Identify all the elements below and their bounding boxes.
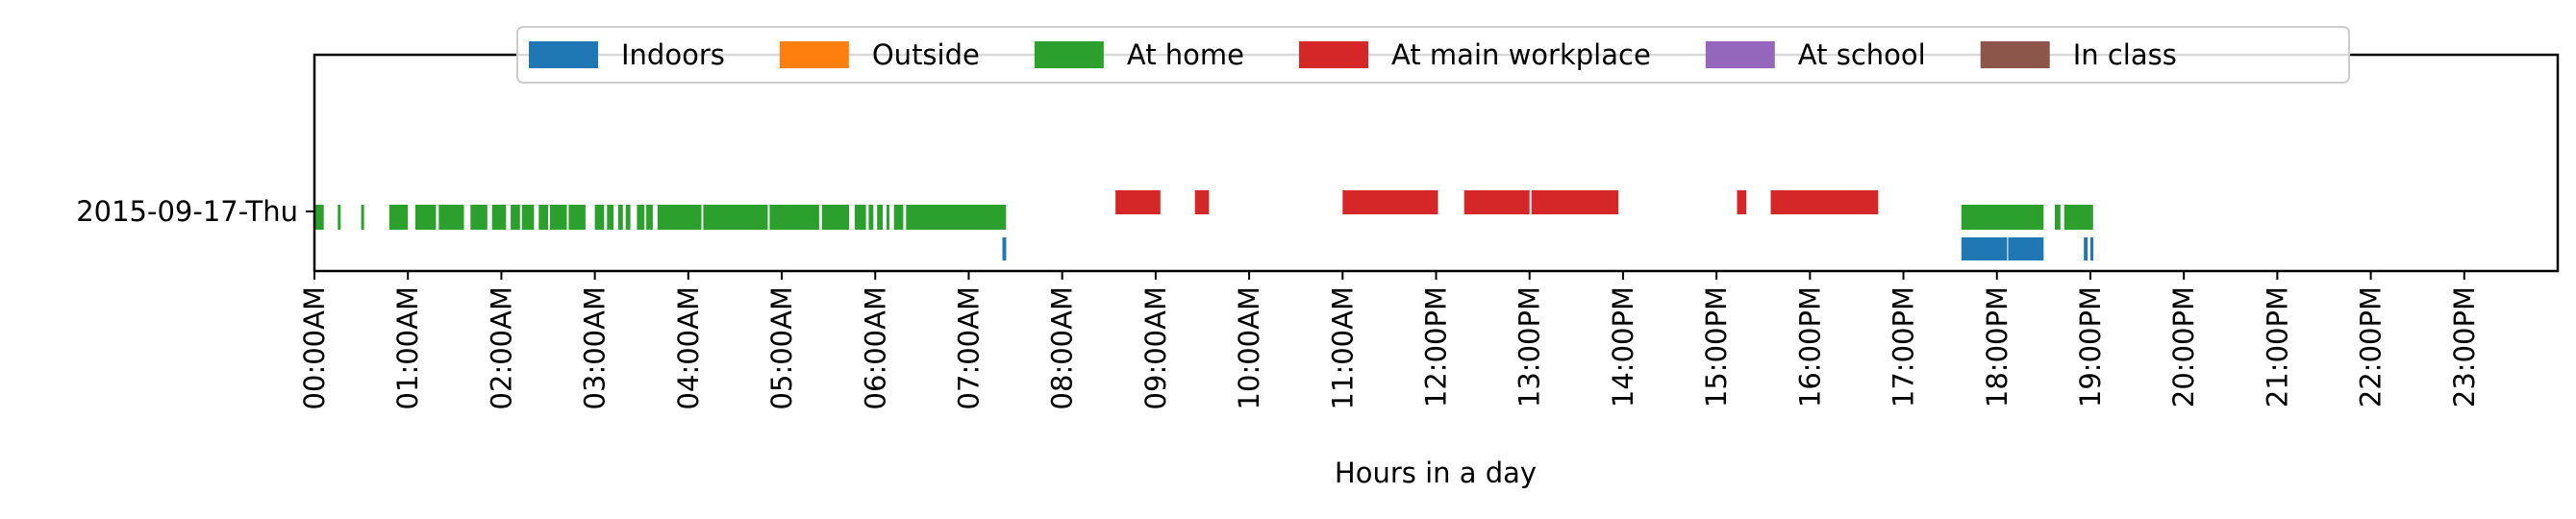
interval-bar (568, 205, 586, 230)
y-axis: 2015-09-17-Thu (76, 195, 314, 228)
x-tick-label: 09:00AM (1139, 286, 1172, 409)
legend-swatch (1980, 41, 2050, 68)
legend-swatch (1034, 41, 1104, 68)
interval-bar (657, 205, 702, 230)
x-tick-label: 17:00PM (1888, 286, 1920, 408)
x-tick-label: 23:00PM (2448, 286, 2481, 408)
interval-bar (906, 205, 1007, 230)
interval-bar (1770, 190, 1879, 214)
interval-bar (2063, 205, 2093, 230)
x-tick-label: 03:00AM (579, 286, 612, 409)
x-tick-label: 10:00AM (1233, 286, 1265, 409)
x-tick-label: 02:00AM (485, 286, 517, 409)
interval-bar (1342, 190, 1438, 214)
interval-bar (646, 205, 653, 230)
x-tick-label: 15:00PM (1700, 286, 1733, 408)
interval-bar (1961, 237, 2008, 260)
x-tick-label: 18:00PM (1981, 286, 2013, 408)
interval-bar (521, 205, 535, 230)
x-tick-label: 19:00PM (2074, 286, 2107, 408)
interval-bar (388, 205, 409, 230)
legend-label: Indoors (621, 38, 725, 71)
interval-bar (538, 205, 548, 230)
interval-bar (594, 205, 605, 230)
legend-label: At school (1798, 38, 1926, 71)
interval-bar (1194, 190, 1210, 214)
interval-bar (1737, 190, 1747, 214)
x-tick-label: 13:00PM (1513, 286, 1546, 408)
interval-bar (1961, 205, 2044, 230)
legend-swatch (779, 41, 849, 68)
interval-bar (1002, 237, 1007, 260)
interval-bar (1115, 190, 1161, 214)
x-tick-label: 07:00AM (952, 286, 985, 409)
interval-bar (607, 205, 614, 230)
legend: Indoors Outside At home At main workplace At… (516, 26, 2350, 84)
x-tick-label: 01:00AM (391, 286, 424, 409)
x-tick-label: 00:00AM (298, 286, 331, 409)
interval-bar (2090, 237, 2093, 260)
x-tick-label: 20:00PM (2167, 286, 2200, 408)
interval-bar (769, 205, 819, 230)
x-tick-label: 06:00AM (859, 286, 891, 409)
interval-bar (2055, 205, 2061, 230)
x-tick-label: 14:00PM (1607, 286, 1639, 408)
interval-bar (617, 205, 623, 230)
interval-bar (511, 205, 520, 230)
x-tick-label: 16:00PM (1793, 286, 1826, 408)
interval-bar (893, 205, 904, 230)
interval-bar (2008, 237, 2044, 260)
interval-bar (637, 205, 645, 230)
x-tick-label: 04:00AM (672, 286, 705, 409)
interval-bar (1463, 190, 1530, 214)
interval-bar (361, 205, 364, 230)
interval-bar (415, 205, 437, 230)
interval-bar (854, 205, 866, 230)
interval-bar (877, 205, 883, 230)
legend-swatch (1299, 41, 1368, 68)
interval-bars (314, 190, 2093, 260)
interval-bar (886, 205, 889, 230)
x-axis: 00:00AM 01:00AM 02:00AM 03:00AM 04:00AM 05:00… (298, 271, 2481, 409)
interval-bar (438, 205, 464, 230)
legend-swatch (1705, 41, 1775, 68)
interval-bar (338, 205, 341, 230)
legend-swatch (529, 41, 598, 68)
interval-bar (550, 205, 567, 230)
interval-bar (703, 205, 768, 230)
interval-bar (868, 205, 874, 230)
interval-bar (470, 205, 488, 230)
y-tick-label: 2015-09-17-Thu (76, 195, 298, 228)
x-axis-label: Hours in a day (1335, 457, 1537, 489)
legend-label: In class (2073, 38, 2177, 71)
interval-bar (491, 205, 507, 230)
x-tick-label: 11:00AM (1326, 286, 1359, 409)
plot-frame (313, 53, 2560, 273)
x-tick-label: 12:00PM (1420, 286, 1453, 408)
x-tick-label: 22:00PM (2355, 286, 2388, 408)
x-tick-label: 05:00AM (765, 286, 798, 409)
legend-label: At home (1127, 38, 1244, 71)
x-tick-label: 08:00AM (1046, 286, 1079, 409)
interval-bar (2084, 237, 2088, 260)
legend-label: At main workplace (1391, 38, 1651, 71)
x-tick-label: 21:00PM (2261, 286, 2293, 408)
interval-bar (625, 205, 631, 230)
interval-bar (1531, 190, 1619, 214)
interval-bar (821, 205, 849, 230)
interval-bar (314, 205, 324, 230)
legend-box (516, 26, 2350, 84)
legend-label: Outside (872, 38, 980, 71)
